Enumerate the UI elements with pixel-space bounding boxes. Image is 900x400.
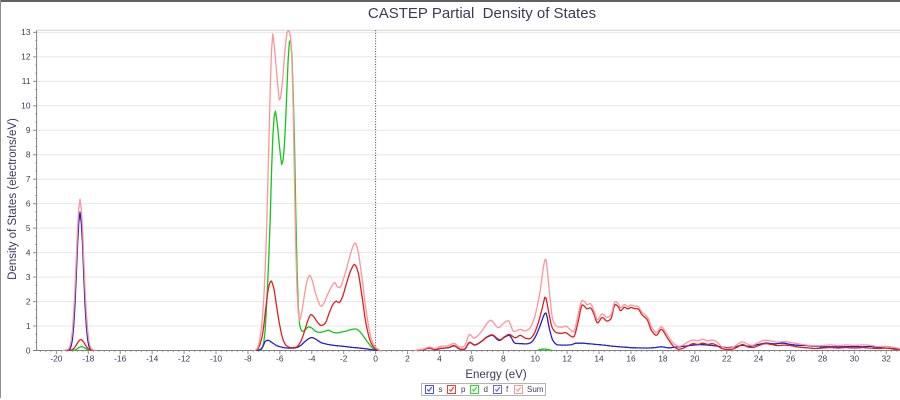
svg-text:6: 6 <box>469 354 474 364</box>
svg-text:-10: -10 <box>210 354 222 364</box>
svg-text:-6: -6 <box>276 354 284 364</box>
svg-text:11: 11 <box>22 76 31 86</box>
svg-text:30: 30 <box>850 354 860 364</box>
svg-text:-16: -16 <box>114 354 126 364</box>
svg-text:24: 24 <box>754 354 764 364</box>
svg-text:8: 8 <box>26 150 31 160</box>
svg-text:10: 10 <box>531 354 541 364</box>
svg-text:20: 20 <box>690 354 700 364</box>
svg-text:-2: -2 <box>340 354 348 364</box>
svg-text:3: 3 <box>26 272 31 282</box>
svg-text:9: 9 <box>26 125 31 135</box>
svg-text:Energy (eV): Energy (eV) <box>465 369 527 381</box>
svg-text:32: 32 <box>882 354 892 364</box>
svg-text:Density of States (electrons/e: Density of States (electrons/eV) <box>7 118 19 280</box>
svg-text:18: 18 <box>658 354 668 364</box>
svg-text:-18: -18 <box>82 354 94 364</box>
svg-text:8: 8 <box>501 354 506 364</box>
svg-text:14: 14 <box>594 354 604 364</box>
svg-text:12: 12 <box>21 52 31 62</box>
svg-text:6: 6 <box>26 199 31 209</box>
svg-text:7: 7 <box>26 174 31 184</box>
svg-text:4: 4 <box>437 354 442 364</box>
svg-text:13: 13 <box>21 27 31 37</box>
svg-text:16: 16 <box>626 354 636 364</box>
svg-text:2: 2 <box>405 354 410 364</box>
svg-text:5: 5 <box>26 223 31 233</box>
svg-text:-14: -14 <box>146 354 158 364</box>
svg-text:1: 1 <box>26 321 31 331</box>
svg-text:-20: -20 <box>50 354 62 364</box>
svg-text:2: 2 <box>26 296 31 306</box>
svg-text:22: 22 <box>722 354 732 364</box>
svg-text:4: 4 <box>26 247 31 257</box>
svg-text:0: 0 <box>26 345 31 355</box>
svg-text:10: 10 <box>21 101 31 111</box>
svg-text:-12: -12 <box>178 354 190 364</box>
svg-text:CASTEP Partial Density of Sta: CASTEP Partial Density of States <box>368 5 596 22</box>
svg-text:26: 26 <box>786 354 796 364</box>
svg-text:-8: -8 <box>244 354 252 364</box>
svg-text:0: 0 <box>373 354 378 364</box>
svg-text:-4: -4 <box>308 354 316 364</box>
svg-text:28: 28 <box>818 354 828 364</box>
svg-text:12: 12 <box>562 354 572 364</box>
